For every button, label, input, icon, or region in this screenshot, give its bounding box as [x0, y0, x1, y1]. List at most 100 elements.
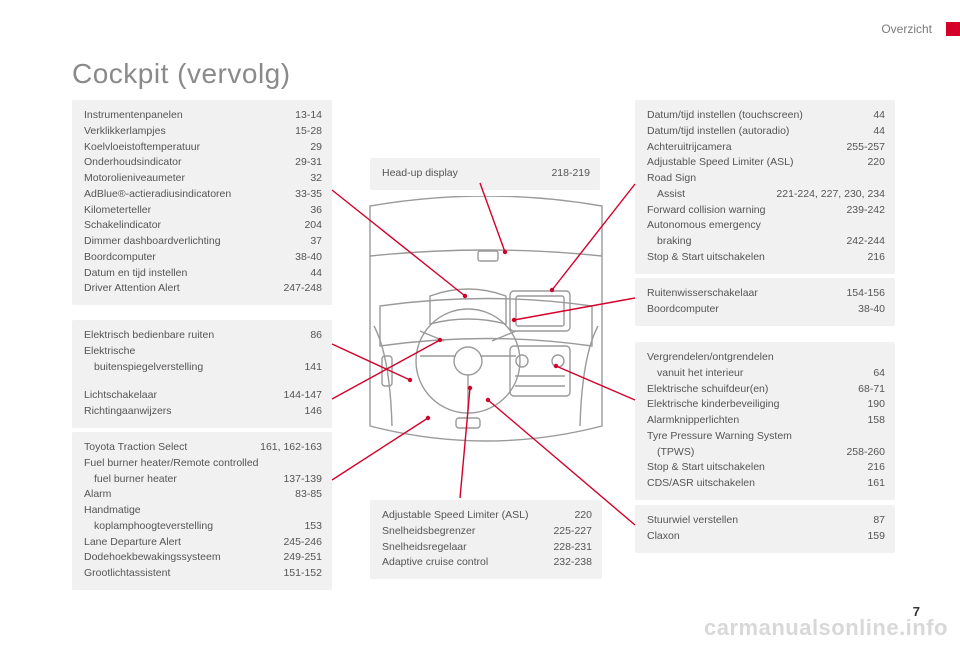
- box-speed-limiter: Adjustable Speed Limiter (ASL)220Snelhei…: [370, 500, 602, 579]
- index-pages: 137-139: [283, 472, 322, 488]
- index-label: Elektrisch bedienbare ruiten: [84, 328, 310, 344]
- index-label: Assist: [647, 187, 776, 203]
- index-label: vanuit het interieur: [647, 366, 873, 382]
- index-pages: 161, 162-163: [260, 440, 322, 456]
- index-pages: 158: [867, 413, 885, 429]
- index-label: Adjustable Speed Limiter (ASL): [647, 155, 867, 171]
- index-row: Autonomous emergency: [647, 218, 885, 234]
- index-row: Forward collision warning239-242: [647, 203, 885, 219]
- index-label: Driver Attention Alert: [84, 281, 283, 297]
- index-label: Snelheidsbegrenzer: [382, 524, 553, 540]
- index-row: Elektrische schuifdeur(en)68-71: [647, 382, 885, 398]
- index-row: Claxon159: [647, 529, 885, 545]
- index-row: Koelvloeistoftemperatuur29: [84, 140, 322, 156]
- page: Overzicht Cockpit (vervolg) Instrumenten…: [0, 0, 960, 649]
- index-row: Dodehoekbewakingssysteem249-251: [84, 550, 322, 566]
- box-headup: Head-up display218-219: [370, 158, 600, 190]
- index-row: fuel burner heater137-139: [84, 472, 322, 488]
- index-label: Koelvloeistoftemperatuur: [84, 140, 310, 156]
- index-row: braking242-244: [647, 234, 885, 250]
- index-pages: 68-71: [858, 382, 885, 398]
- index-row: Datum/tijd instellen (autoradio)44: [647, 124, 885, 140]
- index-pages: 87: [873, 513, 885, 529]
- index-label: Tyre Pressure Warning System: [647, 429, 885, 445]
- index-row: Dimmer dashboardverlichting37: [84, 234, 322, 250]
- index-label: Lane Departure Alert: [84, 535, 283, 551]
- index-label: Grootlichtassistent: [84, 566, 283, 582]
- index-row: Snelheidsbegrenzer225-227: [382, 524, 592, 540]
- index-row: Adjustable Speed Limiter (ASL)220: [647, 155, 885, 171]
- index-pages: 204: [304, 218, 322, 234]
- index-pages: 36: [310, 203, 322, 219]
- box-instruments: Instrumentenpanelen13-14Verklikkerlampje…: [72, 100, 332, 305]
- index-label: Datum en tijd instellen: [84, 266, 310, 282]
- index-row: Head-up display218-219: [382, 166, 590, 182]
- index-row: Driver Attention Alert247-248: [84, 281, 322, 297]
- index-label: AdBlue®-actieradiusindicatoren: [84, 187, 295, 203]
- index-row: Toyota Traction Select161, 162-163: [84, 440, 322, 456]
- index-row: Elektrisch bedienbare ruiten86: [84, 328, 322, 344]
- index-pages: 44: [310, 266, 322, 282]
- index-pages: 216: [867, 460, 885, 476]
- index-label: Instrumentenpanelen: [84, 108, 295, 124]
- index-row: Elektrische: [84, 344, 322, 360]
- index-row: AdBlue®-actieradiusindicatoren33-35: [84, 187, 322, 203]
- index-row: Handmatige: [84, 503, 322, 519]
- index-row: Verklikkerlampjes15-28: [84, 124, 322, 140]
- index-pages: 64: [873, 366, 885, 382]
- index-label: Snelheidsregelaar: [382, 540, 553, 556]
- page-title: Cockpit (vervolg): [72, 58, 291, 90]
- index-pages: 216: [867, 250, 885, 266]
- index-row: Stop & Start uitschakelen216: [647, 250, 885, 266]
- index-row: Elektrische kinderbeveiliging190: [647, 397, 885, 413]
- index-pages: 29-31: [295, 155, 322, 171]
- index-row: koplamphoogteverstelling153: [84, 519, 322, 535]
- section-tab: [946, 22, 960, 36]
- index-label: Motorolieniveaumeter: [84, 171, 310, 187]
- index-pages: 154-156: [846, 286, 885, 302]
- index-pages: 247-248: [283, 281, 322, 297]
- index-label: Datum/tijd instellen (autoradio): [647, 124, 873, 140]
- index-row: Stop & Start uitschakelen216: [647, 460, 885, 476]
- index-row: Schakelindicator204: [84, 218, 322, 234]
- index-row: Fuel burner heater/Remote controlled: [84, 456, 322, 472]
- index-label: Road Sign: [647, 171, 885, 187]
- index-row: Ruitenwisserschakelaar154-156: [647, 286, 885, 302]
- index-pages: 32: [310, 171, 322, 187]
- index-label: Elektrische schuifdeur(en): [647, 382, 858, 398]
- index-pages: 153: [304, 519, 322, 535]
- index-row: Boordcomputer38-40: [84, 250, 322, 266]
- index-pages: 83-85: [295, 487, 322, 503]
- watermark: carmanualsonline.info: [704, 615, 948, 641]
- index-pages: 161: [867, 476, 885, 492]
- index-label: Verklikkerlampjes: [84, 124, 295, 140]
- index-row: Lichtschakelaar144-147: [84, 388, 322, 404]
- index-row: Richtingaanwijzers146: [84, 404, 322, 420]
- index-pages: 38-40: [858, 302, 885, 318]
- box-lighting: Lichtschakelaar144-147Richtingaanwijzers…: [72, 380, 332, 428]
- index-label: Boordcomputer: [647, 302, 858, 318]
- box-wipers: Ruitenwisserschakelaar154-156Boordcomput…: [635, 278, 895, 326]
- index-label: Stuurwiel verstellen: [647, 513, 873, 529]
- index-row: Boordcomputer38-40: [647, 302, 885, 318]
- index-label: Datum/tijd instellen (touchscreen): [647, 108, 873, 124]
- index-row: Adjustable Speed Limiter (ASL)220: [382, 508, 592, 524]
- index-pages: 141: [304, 360, 322, 376]
- box-steering: Stuurwiel verstellen87Claxon159: [635, 505, 895, 553]
- index-label: Stop & Start uitschakelen: [647, 460, 867, 476]
- index-label: Claxon: [647, 529, 867, 545]
- index-label: Achteruitrijcamera: [647, 140, 846, 156]
- index-label: Dimmer dashboardverlichting: [84, 234, 310, 250]
- index-row: Instrumentenpanelen13-14: [84, 108, 322, 124]
- index-row: Tyre Pressure Warning System: [647, 429, 885, 445]
- index-label: Vergrendelen/ontgrendelen: [647, 350, 885, 366]
- index-label: Elektrische kinderbeveiliging: [647, 397, 867, 413]
- cockpit-diagram: [360, 196, 612, 486]
- index-label: Autonomous emergency: [647, 218, 885, 234]
- index-pages: 144-147: [283, 388, 322, 404]
- index-label: Dodehoekbewakingssysteem: [84, 550, 283, 566]
- index-pages: 38-40: [295, 250, 322, 266]
- section-label: Overzicht: [881, 22, 932, 36]
- index-label: Stop & Start uitschakelen: [647, 250, 867, 266]
- index-label: (TPWS): [647, 445, 846, 461]
